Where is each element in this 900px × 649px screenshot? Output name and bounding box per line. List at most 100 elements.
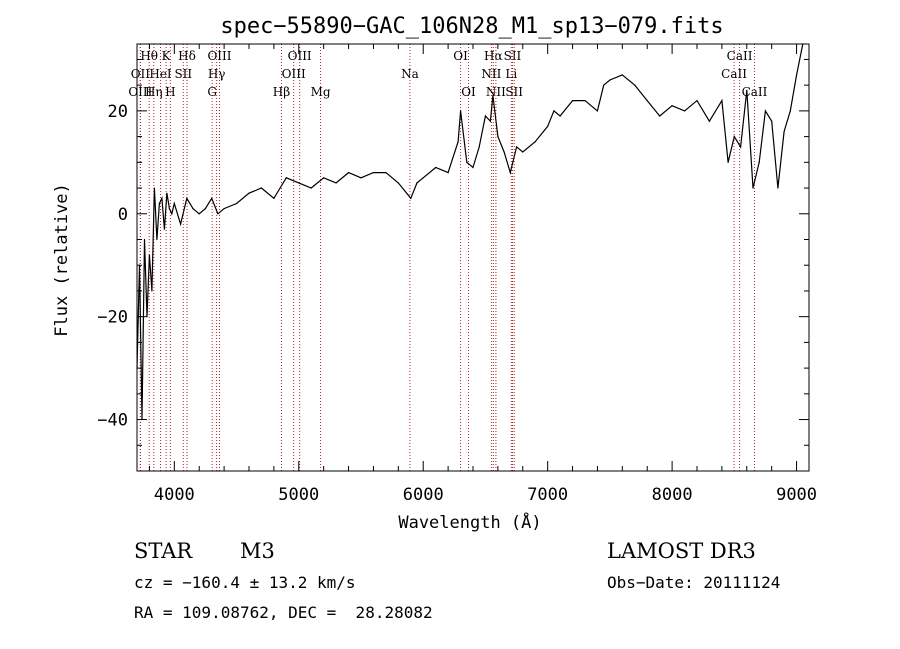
emission-line-label: Hα bbox=[484, 49, 503, 63]
x-tick-label: 6000 bbox=[403, 485, 444, 505]
spectrum-point bbox=[148, 254, 151, 256]
spectrum-point bbox=[179, 223, 182, 225]
spectrum-point bbox=[671, 105, 673, 107]
x-tick-label: 9000 bbox=[776, 485, 817, 505]
spectrum-point bbox=[708, 120, 711, 122]
spectrum-point bbox=[279, 187, 281, 189]
x-axis: 4000 5000 6000 7000 8000 9000 bbox=[148, 44, 817, 505]
spectrum-point bbox=[553, 110, 555, 112]
spectrum-point bbox=[721, 99, 723, 102]
spectrum-point bbox=[534, 141, 536, 143]
spectrum-point bbox=[198, 213, 200, 215]
spectrum-point bbox=[466, 161, 468, 163]
spectrum-point bbox=[223, 208, 225, 210]
spectrum-point bbox=[795, 74, 798, 76]
spectrum-point bbox=[746, 89, 748, 91]
spectrum-point bbox=[171, 213, 173, 215]
coordinates: RA = 109.08762, DEC = 28.28082 bbox=[134, 603, 433, 622]
spectrum-point bbox=[758, 161, 760, 163]
spectrum-point bbox=[603, 84, 605, 86]
spectrum-point bbox=[153, 187, 156, 189]
spectrum-point bbox=[559, 115, 561, 117]
spectrum-point bbox=[459, 110, 462, 112]
chart-title: spec−55890−GAC_106N28_M1_sp13−079.fits bbox=[220, 14, 723, 39]
emission-line-label: K bbox=[162, 49, 172, 63]
spectrum-point bbox=[659, 115, 661, 117]
spectrum-point bbox=[310, 187, 312, 189]
spectrum-point bbox=[161, 197, 163, 199]
spectrum-point bbox=[609, 79, 611, 81]
x-tick-label: 5000 bbox=[278, 485, 319, 505]
spectrum-point bbox=[596, 110, 599, 112]
emission-line-label: H bbox=[165, 85, 175, 99]
spectrum-point bbox=[457, 141, 459, 143]
emission-line-label: Hδ bbox=[178, 49, 196, 63]
spectrum-point bbox=[360, 177, 362, 179]
spectrum-point bbox=[416, 182, 418, 184]
y-axis: −40 −20 0 20 bbox=[97, 58, 809, 472]
emission-line-label: Hβ bbox=[273, 85, 290, 99]
spectrum-point bbox=[192, 208, 194, 210]
emission-line-label: OIII bbox=[282, 67, 306, 81]
emission-line-label: SII bbox=[504, 49, 522, 63]
object-class: STAR bbox=[134, 539, 193, 563]
y-tick-label: −40 bbox=[97, 411, 128, 431]
emission-line-label: SII bbox=[505, 85, 523, 99]
spectrum-point bbox=[515, 146, 518, 148]
spectrum-point bbox=[492, 94, 494, 97]
spectrum-point bbox=[696, 99, 698, 102]
spectrum-point bbox=[509, 172, 511, 174]
y-tick-label: −20 bbox=[97, 308, 128, 328]
emission-line-label: OI bbox=[461, 85, 476, 99]
x-tick-label: 4000 bbox=[154, 485, 195, 505]
spectrum-point bbox=[248, 192, 250, 194]
spectrum-point bbox=[727, 161, 729, 163]
emission-line-label: Na bbox=[401, 67, 419, 81]
spectrum-point bbox=[484, 115, 487, 117]
spectrum-point bbox=[385, 172, 387, 174]
spectrum-point bbox=[422, 177, 424, 179]
spectrum-point bbox=[273, 197, 275, 199]
spectrum-point bbox=[211, 197, 213, 199]
emission-line-label: OI bbox=[453, 49, 468, 63]
redshift-cz: cz = −160.4 ± 13.2 km/s bbox=[134, 573, 356, 592]
spectrum-point bbox=[372, 172, 375, 174]
spectrum-point bbox=[435, 166, 437, 169]
spectrum-series bbox=[136, 43, 804, 420]
spectrum-point bbox=[260, 187, 263, 189]
spectrum-point bbox=[323, 177, 325, 179]
spectrum-point bbox=[764, 110, 767, 112]
spectrum-point bbox=[235, 202, 238, 205]
x-axis-label: Wavelength (Å) bbox=[398, 511, 541, 533]
spectrum-point bbox=[584, 99, 586, 102]
spectrum-point bbox=[777, 187, 779, 189]
spectrum-point bbox=[410, 197, 412, 199]
x-tick-label: 7000 bbox=[527, 485, 568, 505]
observation-date: Obs−Date: 20111124 bbox=[607, 573, 781, 592]
spectrum-point bbox=[298, 182, 300, 184]
emission-line-label: Li bbox=[505, 67, 517, 81]
spectrum-point bbox=[547, 125, 549, 127]
emission-line-label: G bbox=[207, 85, 217, 99]
y-tick-label: 0 bbox=[118, 205, 128, 225]
spectrum-point bbox=[503, 151, 505, 153]
emission-line-label: OIII bbox=[128, 85, 152, 99]
spectrum-point bbox=[158, 202, 160, 205]
emission-line-label: HeI bbox=[149, 67, 172, 81]
spectrum-point bbox=[739, 146, 742, 148]
emission-line-label: Hη bbox=[145, 85, 163, 99]
spectrum-point bbox=[285, 177, 287, 179]
spectrum-point bbox=[621, 74, 623, 76]
y-axis-label: Flux (relative) bbox=[52, 183, 72, 337]
x-tick-label: 8000 bbox=[652, 485, 693, 505]
spectrum-point bbox=[335, 182, 337, 184]
spectrum-point bbox=[217, 213, 219, 215]
spectrum-point bbox=[489, 120, 492, 122]
spectrum-point bbox=[166, 192, 168, 194]
spectrum-point bbox=[397, 182, 399, 184]
survey-name: LAMOST DR3 bbox=[607, 539, 756, 563]
spectrum-point bbox=[571, 99, 574, 102]
spectrum-point bbox=[143, 238, 146, 241]
spectrum-point bbox=[789, 110, 791, 112]
